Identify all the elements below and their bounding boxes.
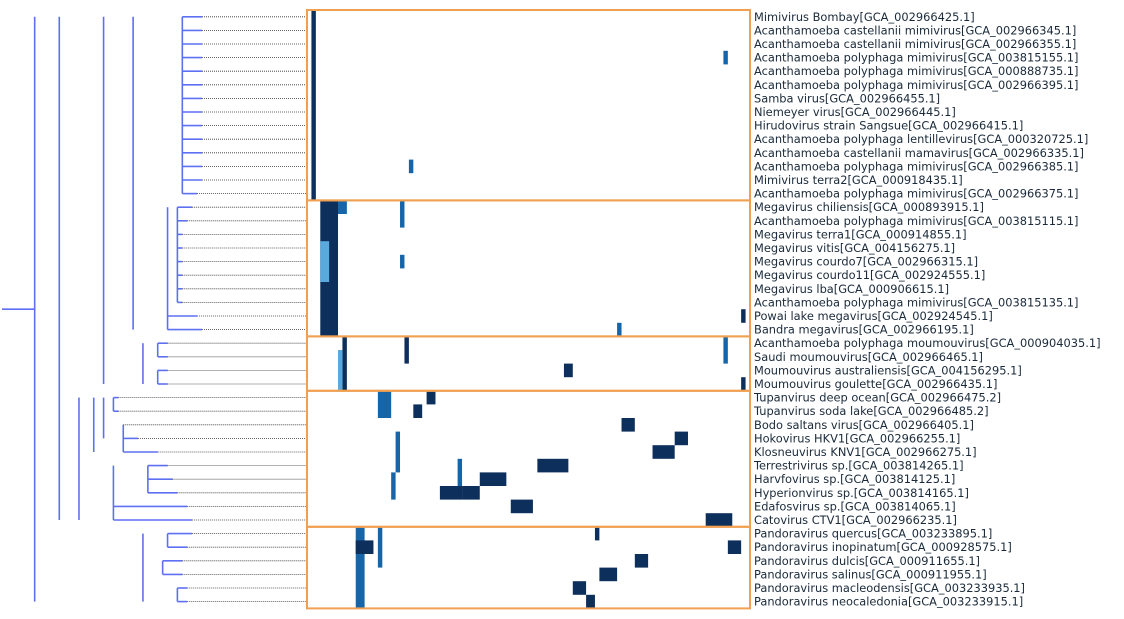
heatmap-cell bbox=[652, 445, 675, 459]
row-label: Acanthamoeba polyphaga mimivirus[GCA_002… bbox=[754, 78, 1079, 92]
row-label: Niemeyer virus[GCA_002966445.1] bbox=[754, 105, 956, 119]
heatmap-cell bbox=[338, 200, 347, 214]
heatmap-cell bbox=[741, 377, 746, 391]
row-label: Megavirus terra1[GCA_000914855.1] bbox=[754, 227, 967, 241]
heatmap-cell bbox=[342, 336, 347, 391]
heatmap-cell bbox=[457, 458, 463, 486]
heatmap-cell bbox=[599, 567, 618, 582]
heatmap-cell bbox=[741, 309, 746, 323]
row-label: Acanthamoeba polyphaga mimivirus[GCA_003… bbox=[754, 214, 1079, 228]
row-label: Mimivirus terra2[GCA_000918435.1] bbox=[754, 173, 963, 187]
row-label: Acanthamoeba polyphaga mimivirus[GCA_003… bbox=[754, 295, 1079, 309]
heatmap-cell bbox=[563, 363, 573, 378]
row-label: Acanthamoeba polyphaga lentillevirus[GCA… bbox=[754, 132, 1088, 146]
row-label: Hokovirus HKV1[GCA_002966255.1] bbox=[754, 431, 960, 445]
row-label: Megavirus lba[GCA_000906615.1] bbox=[754, 282, 949, 296]
heatmap-cell bbox=[338, 350, 343, 391]
heatmap-cell bbox=[320, 241, 330, 282]
heatmap-cell bbox=[391, 472, 396, 500]
heatmap-cell bbox=[426, 390, 436, 405]
row-label: Megavirus courdo11[GCA_002924555.1] bbox=[754, 268, 985, 282]
row-label: Catovirus CTV1[GCA_002966235.1] bbox=[754, 513, 957, 527]
heatmap-cell bbox=[727, 540, 742, 554]
heatmap-cell bbox=[723, 50, 728, 65]
row-label: Saudi moumouvirus[GCA_002966465.1] bbox=[754, 350, 983, 364]
row-label: Tupanvirus soda lake[GCA_002966485.2] bbox=[753, 404, 989, 418]
row-label: Pandoravirus inopinatum[GCA_000928575.1] bbox=[754, 540, 1012, 554]
row-label: Acanthamoeba castellanii mimivirus[GCA_0… bbox=[754, 37, 1076, 51]
row-label: Megavirus vitis[GCA_004156275.1] bbox=[754, 241, 955, 255]
heatmap-cell bbox=[462, 486, 480, 500]
row-label: Pandoravirus macleodensis[GCA_003233935.… bbox=[754, 581, 1025, 595]
heatmap-cell bbox=[400, 254, 405, 269]
heatmap-cell bbox=[439, 486, 463, 500]
row-label: Pandoravirus salinus[GCA_000911955.1] bbox=[754, 567, 987, 581]
leaf-connector-lines bbox=[118, 16, 307, 602]
row-label: Acanthamoeba castellanii mimivirus[GCA_0… bbox=[754, 23, 1076, 37]
heatmap-cell bbox=[634, 554, 649, 568]
heatmap-cell bbox=[311, 10, 316, 201]
row-label: Klosneuvirus KNV1[GCA_002966275.1] bbox=[754, 445, 977, 459]
row-label: Terrestrivirus sp.[GCA_003814265.1] bbox=[753, 459, 964, 473]
heatmap-cell bbox=[510, 499, 533, 514]
row-label: Bodo saltans virus[GCA_002966405.1] bbox=[754, 418, 974, 432]
row-label: Acanthamoeba polyphaga moumouvirus[GCA_0… bbox=[754, 336, 1101, 350]
heatmap-cell bbox=[355, 540, 374, 554]
heatmap-cell bbox=[572, 581, 587, 595]
heatmap-cell bbox=[377, 390, 392, 418]
cluster-box bbox=[306, 525, 751, 610]
row-label: Megavirus courdo7[GCA_002966315.1] bbox=[754, 255, 978, 269]
heatmap-cell bbox=[408, 159, 414, 174]
row-label: Hirudovirus strain Sangsue[GCA_002966415… bbox=[754, 119, 1023, 133]
heatmap-cell bbox=[617, 322, 622, 337]
heatmap-cell bbox=[594, 526, 600, 541]
heatmap-cell bbox=[586, 594, 595, 609]
cluster-boxes bbox=[306, 9, 751, 610]
row-label: Acanthamoeba polyphaga mimivirus[GCA_002… bbox=[754, 159, 1079, 173]
heatmap-cell bbox=[404, 336, 409, 364]
heatmap-cell bbox=[395, 431, 401, 473]
row-label: Moumouvirus goulette[GCA_002966435.1] bbox=[754, 377, 997, 391]
row-label: Acanthamoeba polyphaga mimivirus[GCA_000… bbox=[754, 64, 1079, 78]
heatmap-cell bbox=[723, 336, 728, 364]
row-label: Mimivirus Bombay[GCA_002966425.1] bbox=[754, 10, 975, 24]
row-label: Pandoravirus neocaledonia[GCA_003233915.… bbox=[754, 595, 1023, 609]
row-label: Pandoravirus quercus[GCA_003233895.1] bbox=[754, 527, 992, 541]
heatmap-cell bbox=[479, 472, 507, 486]
row-label: Powai lake megavirus[GCA_002924545.1] bbox=[754, 309, 993, 323]
heatmap-cell bbox=[537, 458, 569, 473]
heatmap-cell bbox=[355, 526, 365, 609]
heatmap-cell bbox=[320, 200, 339, 337]
row-label: Bandra megavirus[GCA_002966195.1] bbox=[754, 323, 974, 337]
heatmap-cell bbox=[674, 431, 688, 446]
row-label: Megavirus chiliensis[GCA_000893915.1] bbox=[754, 200, 984, 214]
row-label: Tupanvirus deep ocean[GCA_002966475.2] bbox=[753, 391, 1001, 405]
heatmap-cell bbox=[400, 200, 405, 228]
heatmap-background bbox=[307, 10, 750, 609]
heatmap-cell bbox=[621, 418, 635, 432]
row-label: Acanthamoeba polyphaga mimivirus[GCA_003… bbox=[754, 51, 1079, 65]
row-label: Harvfovirus sp.[GCA_003814125.1] bbox=[754, 472, 955, 486]
row-label: Samba virus[GCA_002966455.1] bbox=[754, 91, 940, 105]
heatmap-cell bbox=[705, 513, 733, 527]
row-label: Acanthamoeba polyphaga mimivirus[GCA_002… bbox=[754, 187, 1079, 201]
row-label: Edafosvirus sp.[GCA_003814065.1] bbox=[754, 499, 956, 513]
row-label: Hyperionvirus sp.[GCA_003814165.1] bbox=[754, 486, 969, 500]
row-label: Acanthamoeba castellanii mamavirus[GCA_0… bbox=[754, 146, 1084, 160]
row-label: Pandoravirus dulcis[GCA_000911655.1] bbox=[754, 554, 980, 568]
heatmap-cell bbox=[377, 526, 383, 568]
row-label: Moumouvirus australiensis[GCA_004156295.… bbox=[754, 363, 1022, 377]
row-labels: Mimivirus Bombay[GCA_002966425.1]Acantha… bbox=[753, 10, 1101, 609]
heatmap-cell bbox=[413, 404, 423, 418]
heatmap-cells bbox=[311, 10, 746, 609]
dendrogram bbox=[2, 15, 202, 603]
